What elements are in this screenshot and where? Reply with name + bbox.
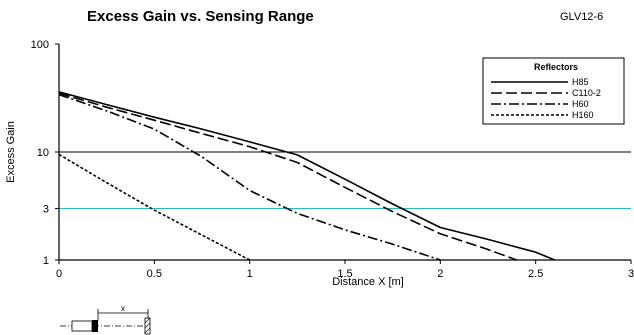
reflector-icon <box>144 317 151 335</box>
x-tick-label: 1 <box>247 268 253 280</box>
y-tick-label: 100 <box>31 39 49 51</box>
x-axis-label: Distance X [m] <box>332 276 404 288</box>
reflector-hatch-2 <box>144 322 151 329</box>
x-tick-label: 0 <box>56 268 62 280</box>
legend-title: Reflectors <box>534 62 578 72</box>
diagram-distance-label: x <box>121 304 125 313</box>
series-line-h85 <box>58 91 556 261</box>
x-tick-label: 3 <box>628 268 634 280</box>
series-line-h60 <box>58 93 441 261</box>
sensor-body <box>71 320 93 332</box>
legend-label-c110-2: C110-2 <box>572 88 601 98</box>
x-tick-label: 2.5 <box>528 268 543 280</box>
series-line-c110-2 <box>58 92 517 261</box>
chart-title: Excess Gain vs. Sensing Range <box>87 8 314 25</box>
y-axis-label: Excess Gain <box>5 121 17 183</box>
sensor-lens <box>92 320 98 332</box>
sensor-setup-diagram: x <box>60 304 151 335</box>
x-tick-label: 2 <box>437 268 443 280</box>
legend-label-h160: H160 <box>572 110 594 120</box>
series-lines <box>58 91 556 261</box>
tick-labels: 1 3 10 100 0 0.5 1 1.5 2 2.5 3 <box>31 39 634 280</box>
legend-box <box>482 57 625 125</box>
legend-label-h85: H85 <box>572 77 589 87</box>
reflector-hatch-3 <box>144 327 151 334</box>
legend-label-h60: H60 <box>572 99 589 109</box>
y-tick-label: 3 <box>43 203 49 215</box>
x-tick-label: 1.5 <box>337 268 352 280</box>
model-number: GLV12-6 <box>560 11 604 23</box>
x-tick-label: 0.5 <box>147 268 162 280</box>
y-tick-label: 10 <box>37 147 49 159</box>
reflector-hatch-1 <box>144 317 151 324</box>
y-tick-label: 1 <box>43 255 49 267</box>
series-line-h160 <box>58 153 251 261</box>
grid-lines <box>59 151 631 209</box>
